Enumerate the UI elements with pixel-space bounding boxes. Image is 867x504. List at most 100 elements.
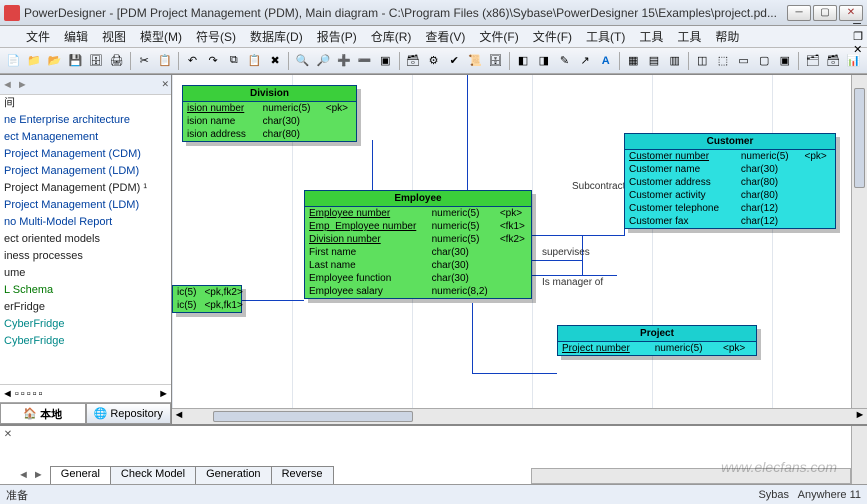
more2-icon[interactable]: 🗃	[824, 51, 843, 71]
diagram-canvas[interactable]: Subcontract supervises Is manager of Div…	[172, 75, 867, 408]
entity-employee[interactable]: EmployeeEmployee numbernumeric(5)<pk>Emp…	[304, 190, 532, 299]
gen-icon[interactable]: ⚙	[424, 51, 443, 71]
entity-division[interactable]: Divisionision numbernumeric(5)<pk>ision …	[182, 85, 357, 142]
more1-icon[interactable]: 🗂	[803, 51, 822, 71]
tab-scroll-right-icon[interactable]: ►	[33, 469, 50, 481]
object2-icon[interactable]: ◨	[534, 51, 553, 71]
output-tab-check[interactable]: Check Model	[110, 466, 196, 484]
mdi-restore-button[interactable]: ❐	[853, 30, 863, 43]
tree-item[interactable]: Project Management (LDM)	[0, 197, 171, 214]
menu-database[interactable]: 数据库(D)	[244, 26, 309, 47]
menu-qkview[interactable]: 查看(V)	[419, 26, 471, 47]
check-icon[interactable]: ✔	[445, 51, 464, 71]
mini-icon-4[interactable]: ▫	[33, 388, 37, 400]
script-icon[interactable]: 📜	[466, 51, 485, 71]
scroll-right-icon[interactable]: ►	[158, 388, 169, 400]
delete-icon[interactable]: ✖	[266, 51, 285, 71]
properties-icon[interactable]: 📋	[156, 51, 175, 71]
mdi-minimize-button[interactable]: ─	[853, 18, 863, 30]
maximize-button[interactable]: ▢	[813, 5, 837, 21]
tree-item[interactable]: Project Management (CDM)	[0, 146, 171, 163]
entity-stub[interactable]: ic(5)<pk,fk2>ic(5)<pk,fk1>	[172, 285, 242, 313]
menu-tools3[interactable]: 工具	[671, 26, 707, 47]
copy-icon[interactable]: ⧉	[224, 51, 243, 71]
tab-repository[interactable]: 🌐 Repository	[86, 403, 172, 424]
tree-item[interactable]: Project Management (PDM) ¹	[0, 180, 171, 197]
tree-item[interactable]: Project Management (LDM)	[0, 163, 171, 180]
menu-file[interactable]: 文件	[20, 26, 56, 47]
menu-view[interactable]: 视图	[96, 26, 132, 47]
tree-item[interactable]: erFridge	[0, 299, 171, 316]
open-icon[interactable]: 📂	[45, 51, 64, 71]
tree-item[interactable]: no Multi-Model Report	[0, 214, 171, 231]
menu-symbol[interactable]: 符号(S)	[190, 26, 242, 47]
nav-back-icon[interactable]: ◄	[2, 79, 13, 91]
panel-close-icon[interactable]: ✕	[161, 79, 169, 90]
output-vscroll[interactable]	[851, 426, 867, 484]
mini-icon-1[interactable]: ▫	[15, 388, 19, 400]
mini-icon-5[interactable]: ▫	[39, 388, 43, 400]
menu-model[interactable]: 模型(M)	[134, 26, 188, 47]
new-folder-icon[interactable]: 📁	[25, 51, 44, 71]
panel1-icon[interactable]: ◫	[693, 51, 712, 71]
menu-file2[interactable]: 文件(F)	[473, 26, 524, 47]
minimize-button[interactable]: ─	[787, 5, 811, 21]
browser-tree[interactable]: 间ne Enterprise architectureect Managenem…	[0, 95, 171, 384]
mini-icon-2[interactable]: ▫	[21, 388, 25, 400]
output-tab-general[interactable]: General	[50, 466, 111, 484]
menu-repository[interactable]: 仓库(R)	[365, 26, 418, 47]
tree-item[interactable]: CyberFridge	[0, 333, 171, 350]
menu-file3[interactable]: 文件(F)	[527, 26, 578, 47]
tree-item[interactable]: L Schema	[0, 282, 171, 299]
output-tab-reverse[interactable]: Reverse	[271, 466, 334, 484]
tree-item[interactable]: ume	[0, 265, 171, 282]
tab-scroll-left-icon[interactable]: ◄	[18, 469, 33, 481]
nav-fwd-icon[interactable]: ►	[17, 79, 28, 91]
grid-icon[interactable]: ▦	[624, 51, 643, 71]
entity-project[interactable]: ProjectProject numbernumeric(5)<pk>	[557, 325, 757, 356]
canvas-vscroll[interactable]	[851, 75, 867, 408]
tree-item[interactable]: ect oriented models	[0, 231, 171, 248]
object-icon[interactable]: ◧	[514, 51, 533, 71]
tree-item[interactable]: CyberFridge	[0, 316, 171, 333]
redo-icon[interactable]: ↷	[204, 51, 223, 71]
canvas-hscroll[interactable]: ◄ ►	[172, 408, 867, 424]
scroll-left-icon[interactable]: ◄	[2, 388, 13, 400]
saveall-icon[interactable]: 🗄	[87, 51, 106, 71]
zoomout-icon[interactable]: ➖	[355, 51, 374, 71]
entity-customer[interactable]: CustomerCustomer numbernumeric(5)<pk>Cus…	[624, 133, 836, 229]
zoomin-icon[interactable]: ➕	[335, 51, 354, 71]
new-icon[interactable]: 📄	[4, 51, 23, 71]
pencil-icon[interactable]: ✎	[555, 51, 574, 71]
panel3-icon[interactable]: ▭	[734, 51, 753, 71]
text-icon[interactable]: A	[596, 51, 615, 71]
arrow-icon[interactable]: ↗	[576, 51, 595, 71]
db-icon[interactable]: 🗃	[404, 51, 423, 71]
tree-item[interactable]: 间	[0, 95, 171, 112]
grid3-icon[interactable]: ▥	[665, 51, 684, 71]
menu-edit[interactable]: 编辑	[58, 26, 94, 47]
panel2-icon[interactable]: ⬚	[714, 51, 733, 71]
panel4-icon[interactable]: ▢	[755, 51, 774, 71]
tab-local[interactable]: 🏠 本地	[0, 403, 86, 424]
output-tab-generation[interactable]: Generation	[195, 466, 271, 484]
menu-tools2[interactable]: 工具	[633, 26, 669, 47]
tree-item[interactable]: ect Managenement	[0, 129, 171, 146]
db2-icon[interactable]: 🗄	[486, 51, 505, 71]
save-icon[interactable]: 💾	[66, 51, 85, 71]
undo-icon[interactable]: ↶	[183, 51, 202, 71]
output-close-icon[interactable]: ✕	[2, 428, 14, 440]
more3-icon[interactable]: 📊	[844, 51, 863, 71]
tree-item[interactable]: iness processes	[0, 248, 171, 265]
menu-tools[interactable]: 工具(T)	[580, 26, 631, 47]
menu-help[interactable]: 帮助	[709, 26, 745, 47]
fit-icon[interactable]: ▣	[376, 51, 395, 71]
panel5-icon[interactable]: ▣	[776, 51, 795, 71]
find-icon[interactable]: 🔍	[293, 51, 312, 71]
cut-icon[interactable]: ✂	[135, 51, 154, 71]
grid2-icon[interactable]: ▤	[645, 51, 664, 71]
print-icon[interactable]: 🖨	[107, 51, 126, 71]
paste-icon[interactable]: 📋	[245, 51, 264, 71]
menu-report[interactable]: 报告(P)	[311, 26, 363, 47]
tree-item[interactable]: ne Enterprise architecture	[0, 112, 171, 129]
